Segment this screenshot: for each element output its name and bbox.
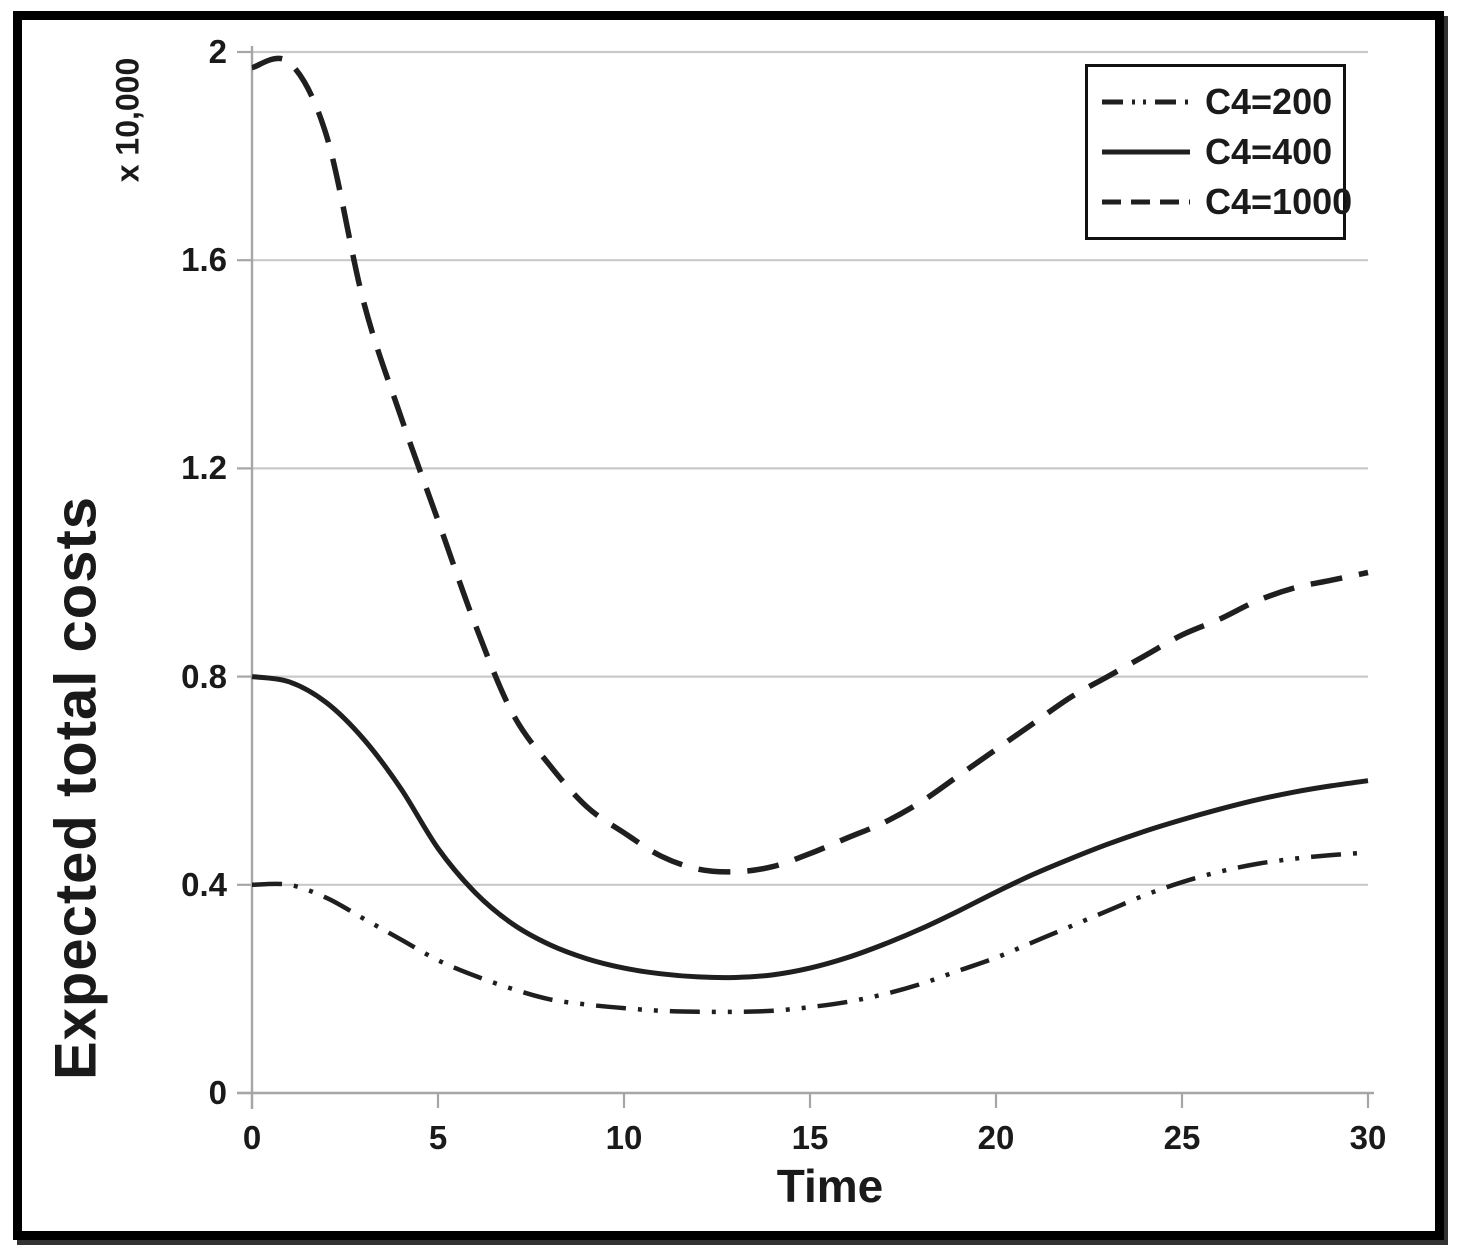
y-axis-title: Expected total costs [43,495,109,1081]
figure-border [13,11,1444,1240]
y-tick-label: 0 [208,1074,227,1111]
legend-label: C4=1000 [1205,181,1353,222]
legend-label: C4=400 [1205,131,1333,172]
x-tick-label: 10 [605,1119,643,1156]
x-tick-label: 20 [977,1119,1015,1156]
legend-item-c4-200: C4=200 [1100,83,1333,121]
x-tick-label: 30 [1349,1119,1387,1156]
x-tick-label: 0 [242,1119,262,1156]
series-line-c4-400 [251,674,1369,981]
x-tick-label: 25 [1163,1119,1201,1156]
legend-item-c4-1000: C4=1000 [1100,183,1352,221]
series-line-c4-200 [251,850,1369,1015]
x-tick-label: 5 [428,1119,448,1156]
y-axis-unit-label: x 10,000 [109,57,146,183]
x-tick-label: 15 [791,1119,829,1156]
legend-label: C4=200 [1205,81,1333,122]
y-tick-label: 0.8 [181,657,227,695]
y-tick-label: 0.4 [181,865,227,903]
y-tick-label: 1.6 [181,241,227,279]
series-line-c4-1000 [251,55,1369,875]
legend-dash-dot-dot-line-sample [1102,99,1190,105]
legend-dashed-line-sample [1102,199,1190,205]
x-axis-title: Time [776,1160,884,1212]
y-tick-label: 2 [208,33,227,70]
y-tick-label: 1.2 [181,449,227,487]
legend-item-c4-400: C4=400 [1100,133,1333,171]
legend: C4=200 C4=400 C4=1000 [1085,64,1352,240]
legend-solid-line-sample [1102,149,1190,155]
